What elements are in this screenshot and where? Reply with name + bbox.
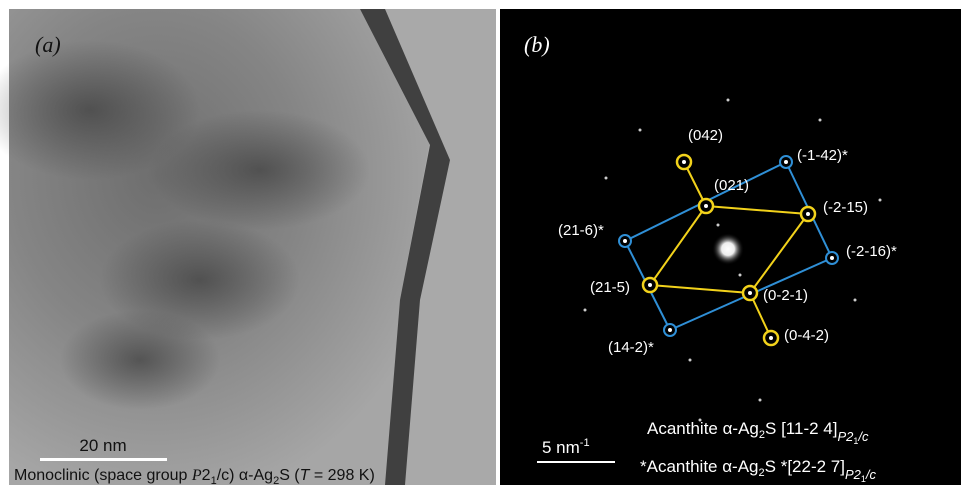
legend-part: S *[22-2 7] — [765, 457, 845, 476]
legend-part: S [11-2 4] — [765, 419, 837, 438]
legend-part: P2 — [837, 429, 854, 444]
scale-part: 5 nm — [542, 438, 580, 457]
scale-part: -1 — [580, 437, 590, 449]
legend-part: /c — [865, 467, 877, 482]
scale-bar — [537, 461, 615, 463]
scale-bar — [40, 458, 167, 461]
caption-part: α-Ag — [239, 467, 273, 484]
spot-label: (14-2)* — [608, 339, 654, 356]
reflection — [879, 199, 882, 202]
spot — [648, 283, 652, 287]
scale-bar-label: 20 nm — [79, 436, 126, 455]
reflection — [605, 177, 608, 180]
spot — [748, 291, 752, 295]
panel-label: (b) — [524, 32, 550, 57]
spot-label: (021) — [714, 177, 749, 194]
spot — [769, 336, 773, 340]
spot-label: (0-2-1) — [763, 287, 808, 304]
reflection — [639, 129, 642, 132]
reflection — [584, 309, 587, 312]
caption-part: = 298 K) — [309, 467, 374, 484]
caption-part: P — [191, 467, 202, 484]
spot-label: (-2-16)* — [846, 243, 897, 260]
spot — [704, 204, 708, 208]
spot — [668, 328, 672, 332]
spot — [682, 160, 686, 164]
spot-label: (-1-42)* — [797, 147, 848, 164]
reflection — [689, 359, 692, 362]
spot — [623, 239, 627, 243]
caption-part: 2 — [202, 467, 211, 484]
figure: (a) 20 nm Monoclinic (space group P21/c)… — [0, 0, 970, 490]
reflection — [739, 274, 742, 277]
legend-part: /c — [857, 429, 869, 444]
spot — [784, 160, 788, 164]
reflection — [759, 399, 762, 402]
spot — [830, 256, 834, 260]
spot — [806, 212, 810, 216]
spot-label: (21-5) — [590, 279, 630, 296]
panel-label: (a) — [35, 32, 61, 57]
reflection — [717, 224, 720, 227]
caption-part: Monoclinic (space group — [14, 467, 192, 484]
reflection — [727, 99, 730, 102]
legend-part: *Acanthite α-Ag — [640, 457, 759, 476]
spot-label: (21-6)* — [558, 222, 604, 239]
legend-part: Acanthite α-Ag — [647, 419, 759, 438]
spot-label: (0-4-2) — [784, 327, 829, 344]
caption-part: /c) — [217, 467, 239, 484]
reflection — [819, 119, 822, 122]
tem-image — [0, 9, 496, 485]
reflection — [854, 299, 857, 302]
spot-label: (-2-15) — [823, 199, 868, 216]
legend-part: P2 — [845, 467, 862, 482]
spot-label: (042) — [688, 127, 723, 144]
central-beam — [712, 233, 744, 265]
caption-part: S ( — [279, 467, 300, 484]
